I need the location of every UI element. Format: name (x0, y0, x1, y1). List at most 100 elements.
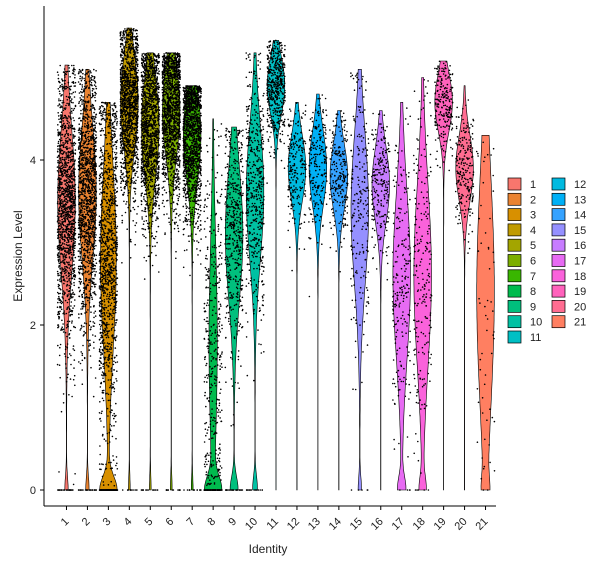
x-tick-label-5: 5 (143, 516, 156, 529)
points-cluster-5 (140, 52, 161, 491)
points-cluster-12 (287, 102, 307, 272)
legend-label-21: 21 (574, 317, 586, 329)
violin-cluster-14 (329, 110, 349, 491)
points-cluster-10 (245, 52, 265, 491)
legend-key-9 (507, 300, 522, 313)
x-tick-label-16: 16 (369, 516, 386, 533)
legend-key-2 (507, 192, 522, 206)
points-cluster-8 (203, 123, 223, 491)
x-tick-label-14: 14 (327, 516, 344, 533)
legend-key-18 (551, 269, 566, 283)
legend-key-3 (507, 208, 522, 221)
violin-cluster-17 (392, 102, 411, 491)
legend-label-12: 12 (574, 179, 586, 191)
legend-label-15: 15 (574, 225, 586, 237)
legend-key-10 (507, 315, 522, 329)
x-tick-label-13: 13 (306, 516, 323, 533)
legend-key-16 (551, 238, 566, 252)
y-tick-label-2: 2 (30, 320, 36, 332)
violin-cluster-18 (413, 77, 432, 491)
legend-key-8 (507, 284, 522, 298)
x-tick-label-11: 11 (265, 516, 282, 533)
y-tick-label-4: 4 (30, 155, 36, 167)
x-tick-label-7: 7 (184, 516, 197, 529)
violin-cluster-8 (203, 118, 223, 491)
legend-label-1: 1 (530, 179, 536, 191)
legend-key-7 (507, 269, 522, 283)
violin-cluster-2 (78, 69, 97, 491)
legend-key-5 (507, 238, 522, 252)
y-ticks: 0 2 4 (30, 155, 44, 497)
x-tick-label-1: 1 (59, 516, 72, 529)
legend-label-4: 4 (530, 225, 536, 237)
legend-key-20 (551, 300, 566, 313)
violin-cluster-11 (266, 40, 286, 491)
x-tick-label-19: 19 (432, 516, 449, 533)
violin-cluster-3 (99, 102, 118, 491)
legend-label-17: 17 (574, 256, 586, 268)
points-cluster-6 (161, 52, 181, 491)
x-tick-label-8: 8 (205, 516, 218, 529)
x-tick-label-2: 2 (80, 516, 93, 529)
legend-label-7: 7 (530, 271, 536, 283)
legend-label-5: 5 (530, 240, 536, 252)
x-tick-label-17: 17 (390, 516, 407, 533)
violin-cluster-12 (287, 102, 307, 491)
legend-label-11: 11 (530, 332, 541, 344)
violin-cluster-21 (476, 135, 495, 491)
legend-key-15 (551, 223, 566, 237)
legend-key-1 (507, 177, 522, 191)
x-tick-label-15: 15 (348, 516, 365, 533)
violin-cluster-16 (371, 110, 390, 491)
legend-label-14: 14 (574, 210, 586, 222)
legend-key-21 (551, 315, 566, 329)
legend-label-6: 6 (530, 256, 536, 268)
x-tick-label-9: 9 (226, 516, 239, 529)
points-cluster-7 (182, 85, 202, 491)
legend-label-19: 19 (574, 286, 586, 298)
x-tick-label-4: 4 (122, 516, 135, 529)
legend-label-2: 2 (530, 194, 536, 206)
points-cluster-3 (98, 101, 119, 491)
points-cluster-18 (412, 79, 433, 491)
points-cluster-2 (77, 68, 98, 491)
y-tick-label-0: 0 (30, 485, 36, 497)
legend-key-4 (507, 223, 522, 237)
x-tick-label-6: 6 (164, 516, 177, 529)
x-ticks: 1 2 3 4 5 6 7 8 9 10 11 12 13 14 15 16 17 18 19 20 21 (59, 506, 491, 533)
points-cluster-21 (475, 141, 496, 491)
legend-key-12 (551, 177, 566, 191)
legend-label-10: 10 (530, 317, 542, 329)
points-cluster-15 (350, 72, 370, 491)
points-cluster-11 (266, 39, 286, 184)
x-tick-label-18: 18 (411, 516, 428, 533)
legend-label-20: 20 (574, 301, 586, 313)
x-tick-label-21: 21 (473, 516, 490, 533)
x-tick-label-3: 3 (101, 516, 114, 529)
violin-cluster-15 (350, 69, 369, 491)
points-cluster-4 (119, 27, 140, 491)
points-cluster-19 (434, 60, 454, 172)
legend-label-9: 9 (530, 301, 536, 313)
points-cluster-14 (329, 110, 349, 273)
legend-label-16: 16 (574, 240, 586, 252)
jitter-points-layer (56, 27, 496, 491)
points-cluster-16 (371, 112, 391, 281)
legend-label-3: 3 (530, 210, 536, 222)
y-axis-title: Expression Level (11, 210, 25, 301)
violin-cluster-19 (434, 60, 453, 491)
violin-cluster-10 (245, 52, 265, 491)
legend-key-14 (551, 208, 566, 221)
legend-key-13 (551, 192, 566, 206)
points-cluster-17 (391, 107, 412, 491)
legend-key-6 (507, 254, 522, 267)
legend-key-19 (551, 284, 566, 298)
legend-label-13: 13 (574, 194, 586, 206)
points-cluster-13 (308, 94, 328, 298)
legend-label-8: 8 (530, 286, 536, 298)
points-cluster-20 (454, 99, 475, 254)
x-tick-label-20: 20 (453, 516, 470, 533)
x-tick-label-10: 10 (243, 516, 260, 533)
